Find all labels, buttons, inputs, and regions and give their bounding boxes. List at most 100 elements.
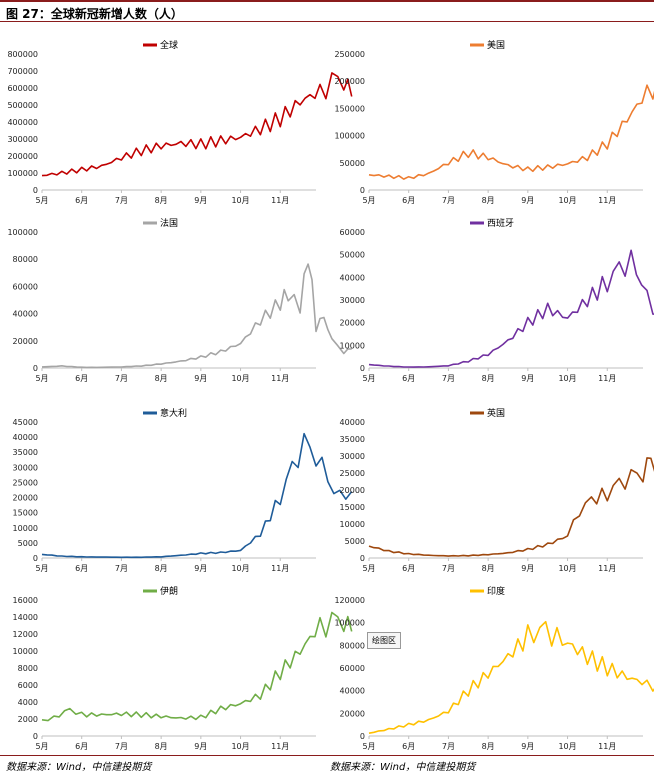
y-tick-label: 14000 <box>13 613 38 622</box>
series-line <box>41 432 353 559</box>
x-tick-label: 9月 <box>521 196 534 205</box>
y-tick-label: 100000 <box>7 169 38 178</box>
series-line <box>368 620 654 734</box>
x-tick-label: 10月 <box>558 564 576 573</box>
legend-label: 印度 <box>487 585 505 597</box>
y-tick-label: 0 <box>360 186 365 195</box>
x-tick-label: 7月 <box>115 196 128 205</box>
x-tick-label: 9月 <box>194 196 207 205</box>
x-tick-label: 8月 <box>482 196 495 205</box>
y-tick-label: 50000 <box>340 251 365 260</box>
y-tick-label: 100000 <box>334 619 365 628</box>
x-tick-label: 7月 <box>442 374 455 383</box>
x-tick-label: 7月 <box>442 196 455 205</box>
x-tick-label: 6月 <box>402 196 415 205</box>
x-tick-label: 8月 <box>155 564 168 573</box>
series-line <box>41 263 352 369</box>
y-tick-label: 10000 <box>13 647 38 656</box>
y-tick-label: 20000 <box>13 494 38 503</box>
y-tick-label: 40000 <box>340 687 365 696</box>
legend-label: 英国 <box>487 407 505 419</box>
x-tick-label: 8月 <box>482 742 495 751</box>
y-tick-label: 35000 <box>13 448 38 457</box>
y-tick-label: 80000 <box>13 255 38 264</box>
y-tick-label: 25000 <box>13 478 38 487</box>
source-note-left: 数据来源：Wind，中信建投期货 <box>6 762 152 773</box>
y-tick-label: 40000 <box>340 418 365 427</box>
y-tick-label: 20000 <box>340 709 365 718</box>
chart-italy: 意大利 0 5000 10000 15000 20000 25000 30000 35000 40… <box>0 402 353 578</box>
y-tick-label: 0 <box>33 186 38 195</box>
x-tick-label: 10月 <box>231 196 249 205</box>
y-tick-label: 200000 <box>7 152 38 161</box>
figure-title-bar: 图 27：全球新冠新增人数（人） <box>0 0 654 22</box>
x-tick-label: 10月 <box>231 564 249 573</box>
x-tick-label: 10月 <box>558 196 576 205</box>
chart-france: 法国 0 20000 40000 60000 80000 100000 5月 6月 7月 8月 9月 1… <box>0 212 352 388</box>
x-tick-label: 7月 <box>442 564 455 573</box>
y-tick-label: 15000 <box>13 509 38 518</box>
x-tick-label: 10月 <box>231 374 249 383</box>
x-tick-label: 8月 <box>155 742 168 751</box>
series-line <box>41 72 353 177</box>
x-tick-label: 9月 <box>521 374 534 383</box>
y-tick-label: 100000 <box>7 228 38 237</box>
x-tick-label: 7月 <box>115 374 128 383</box>
chart-spain: 西班牙 0 10000 20000 30000 40000 50000 60000 5月 6月 7月… <box>327 212 654 388</box>
legend-label: 全球 <box>160 39 178 51</box>
y-tick-label: 2000 <box>18 715 38 724</box>
x-tick-label: 7月 <box>115 742 128 751</box>
x-tick-label: 11月 <box>271 564 289 573</box>
y-tick-label: 50000 <box>340 159 365 168</box>
x-tick-label: 5月 <box>362 374 375 383</box>
x-tick-label: 11月 <box>271 196 289 205</box>
y-tick-label: 40000 <box>340 273 365 282</box>
y-tick-label: 0 <box>360 554 365 563</box>
y-tick-label: 60000 <box>13 282 38 291</box>
x-tick-label: 9月 <box>194 564 207 573</box>
x-tick-label: 11月 <box>271 742 289 751</box>
y-tick-label: 600000 <box>7 84 38 93</box>
y-tick-label: 40000 <box>13 310 38 319</box>
y-tick-label: 10000 <box>13 524 38 533</box>
y-tick-label: 8000 <box>18 664 38 673</box>
x-tick-label: 6月 <box>75 196 88 205</box>
series-line <box>41 611 353 722</box>
x-tick-label: 9月 <box>521 742 534 751</box>
x-tick-label: 5月 <box>35 564 48 573</box>
x-tick-label: 6月 <box>75 742 88 751</box>
x-tick-label: 7月 <box>115 564 128 573</box>
y-tick-label: 400000 <box>7 118 38 127</box>
legend-label: 法国 <box>160 217 178 229</box>
series-line <box>368 249 654 368</box>
y-tick-label: 20000 <box>13 337 38 346</box>
x-tick-label: 11月 <box>598 196 616 205</box>
x-tick-label: 10月 <box>558 742 576 751</box>
x-tick-label: 8月 <box>482 564 495 573</box>
x-tick-label: 5月 <box>35 742 48 751</box>
y-tick-label: 15000 <box>340 503 365 512</box>
y-tick-label: 30000 <box>340 452 365 461</box>
x-tick-label: 5月 <box>362 742 375 751</box>
x-tick-label: 5月 <box>35 374 48 383</box>
x-tick-label: 6月 <box>402 374 415 383</box>
chart-uk: 英国 0 5000 10000 15000 20000 25000 30000 35000 400… <box>327 402 654 578</box>
x-tick-label: 6月 <box>402 742 415 751</box>
y-tick-label: 120000 <box>334 596 365 605</box>
x-tick-label: 7月 <box>442 742 455 751</box>
x-tick-label: 11月 <box>271 374 289 383</box>
legend-label: 意大利 <box>160 407 187 419</box>
y-tick-label: 25000 <box>340 469 365 478</box>
y-tick-label: 30000 <box>340 296 365 305</box>
y-tick-label: 10000 <box>340 341 365 350</box>
y-tick-label: 45000 <box>13 418 38 427</box>
x-tick-label: 5月 <box>362 564 375 573</box>
x-tick-label: 5月 <box>35 196 48 205</box>
bottom-rule <box>0 755 654 756</box>
legend-label: 西班牙 <box>487 217 514 229</box>
y-tick-label: 250000 <box>334 50 365 59</box>
y-tick-label: 150000 <box>334 104 365 113</box>
x-tick-label: 9月 <box>194 374 207 383</box>
y-tick-label: 500000 <box>7 101 38 110</box>
x-tick-label: 9月 <box>194 742 207 751</box>
